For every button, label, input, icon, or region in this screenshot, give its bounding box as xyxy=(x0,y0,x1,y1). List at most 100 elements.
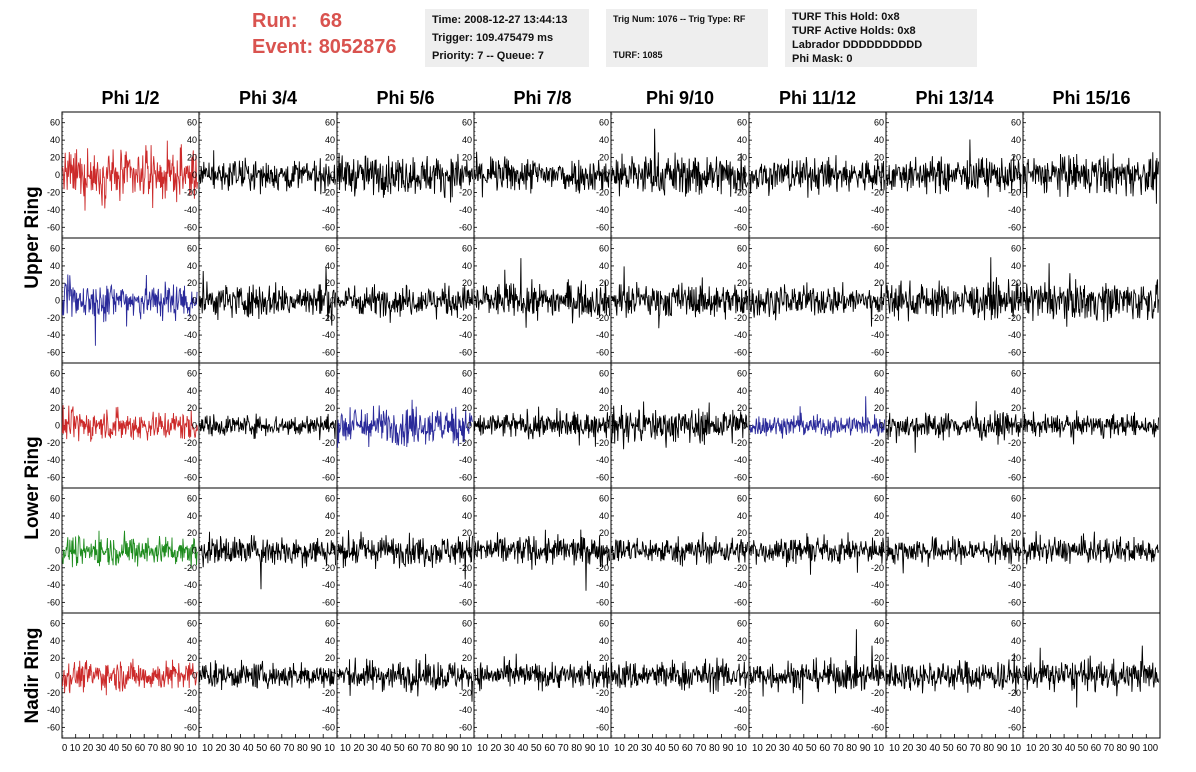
ytick-label: 20 xyxy=(737,278,747,288)
ytick-label: -20 xyxy=(596,187,609,197)
ytick-label: 40 xyxy=(187,261,197,271)
ytick-label: 40 xyxy=(187,135,197,145)
ytick-label: 60 xyxy=(599,244,609,254)
ytick-label: -60 xyxy=(47,597,60,607)
ytick-label: 0 xyxy=(192,170,197,180)
event-label: Event: xyxy=(252,36,314,58)
ytick-label: -20 xyxy=(322,313,335,323)
ytick-label: 40 xyxy=(325,386,335,396)
waveform-trace-r3-c3 xyxy=(337,399,473,448)
trig-num-text: Trig Num: 1076 -- Trig Type: RF xyxy=(613,14,746,24)
run-label: Run: xyxy=(252,10,298,32)
ytick-label: 0 xyxy=(879,170,884,180)
turf-this-hold-text: TURF This Hold: 0x8 xyxy=(792,11,900,23)
ytick-label: 20 xyxy=(874,278,884,288)
ytick-label: -40 xyxy=(322,455,335,465)
trigger-info-panel: Trig Num: 1076 -- Trig Type: RF TURF: 10… xyxy=(606,9,768,67)
ytick-label: 60 xyxy=(1011,244,1021,254)
ytick-label: 40 xyxy=(325,511,335,521)
ytick-label: -40 xyxy=(734,580,747,590)
ytick-label: 20 xyxy=(187,403,197,413)
ytick-label: 0 xyxy=(467,421,472,431)
ytick-label: -40 xyxy=(322,330,335,340)
ytick-label: 40 xyxy=(599,386,609,396)
ytick-label: 60 xyxy=(187,118,197,128)
ytick-label: 20 xyxy=(325,153,335,163)
waveform-trace-r3-c5 xyxy=(611,401,748,450)
ytick-label: -60 xyxy=(1008,472,1021,482)
waveform-trace-r4-c7 xyxy=(886,534,1022,574)
ytick-label: 60 xyxy=(325,494,335,504)
ytick-label: -20 xyxy=(459,313,472,323)
phi-mask-text: Phi Mask: 0 xyxy=(792,53,853,65)
ytick-label: 60 xyxy=(599,494,609,504)
ytick-label: 60 xyxy=(599,369,609,379)
ytick-label: -20 xyxy=(1008,688,1021,698)
ytick-label: 40 xyxy=(462,261,472,271)
waveform-trace-r4-c5 xyxy=(611,531,748,567)
ytick-label: -60 xyxy=(871,722,884,732)
ytick-label: 20 xyxy=(737,528,747,538)
ytick-label: 60 xyxy=(599,619,609,629)
ytick-label: 20 xyxy=(462,153,472,163)
ytick-label: -40 xyxy=(459,455,472,465)
ytick-label: -40 xyxy=(459,580,472,590)
ytick-label: 0 xyxy=(1016,421,1021,431)
ytick-label: -40 xyxy=(322,705,335,715)
ytick-label: -40 xyxy=(1008,455,1021,465)
waveform-trace-r5-c7 xyxy=(886,653,1022,695)
ytick-label: -40 xyxy=(871,205,884,215)
ytick-label: -20 xyxy=(734,438,747,448)
ytick-label: 0 xyxy=(330,421,335,431)
ytick-label: 40 xyxy=(462,511,472,521)
waveform-trace-r2-c1 xyxy=(62,274,198,346)
ytick-label: 20 xyxy=(1011,653,1021,663)
ytick-label: -40 xyxy=(871,580,884,590)
ytick-label: 20 xyxy=(50,528,60,538)
ytick-label: 0 xyxy=(1016,671,1021,681)
ytick-label: -20 xyxy=(734,563,747,573)
waveform-trace-r4-c6 xyxy=(749,532,885,575)
ytick-label: 40 xyxy=(325,636,335,646)
ytick-label: -20 xyxy=(322,438,335,448)
ytick-label: -20 xyxy=(184,187,197,197)
ytick-label: -40 xyxy=(47,455,60,465)
ytick-label: -40 xyxy=(322,205,335,215)
ytick-label: -60 xyxy=(1008,597,1021,607)
ytick-label: 60 xyxy=(50,494,60,504)
ytick-label: -60 xyxy=(596,222,609,232)
xtick-strip-5: 10 20 30 40 50 60 70 80 90 10 xyxy=(614,743,747,754)
ytick-label: -40 xyxy=(459,330,472,340)
ytick-label: 60 xyxy=(462,494,472,504)
ytick-label: 40 xyxy=(187,636,197,646)
waveform-trace-r2-c4 xyxy=(474,258,610,328)
column-label-6: Phi 11/12 xyxy=(779,88,856,108)
ytick-label: -60 xyxy=(871,347,884,357)
waveform-trace-r5-c8 xyxy=(1023,645,1159,708)
ytick-label: -40 xyxy=(1008,205,1021,215)
ytick-label: 60 xyxy=(50,118,60,128)
waveform-trace-r1-c1 xyxy=(62,140,198,211)
ytick-label: 60 xyxy=(187,619,197,629)
ytick-label: -40 xyxy=(596,705,609,715)
ytick-label: 40 xyxy=(462,636,472,646)
ytick-label: 40 xyxy=(737,261,747,271)
waveform-trace-r1-c3 xyxy=(337,152,473,203)
ytick-label: 0 xyxy=(1016,170,1021,180)
ytick-label: 40 xyxy=(462,135,472,145)
ytick-label: 60 xyxy=(50,244,60,254)
ytick-label: 0 xyxy=(742,421,747,431)
ytick-label: 60 xyxy=(1011,118,1021,128)
ytick-label: 40 xyxy=(737,511,747,521)
ytick-label: 60 xyxy=(325,244,335,254)
xtick-strip-8: 10 20 30 40 50 60 70 80 90 100 xyxy=(1026,743,1158,754)
ytick-label: 40 xyxy=(599,511,609,521)
ytick-label: -40 xyxy=(734,455,747,465)
ytick-label: -60 xyxy=(1008,722,1021,732)
waveform-trace-r3-c8 xyxy=(1023,410,1159,445)
ytick-label: -40 xyxy=(47,330,60,340)
ytick-label: -20 xyxy=(47,438,60,448)
ytick-label: -20 xyxy=(322,688,335,698)
ytick-label: -20 xyxy=(184,563,197,573)
xtick-strip-2: 10 20 30 40 50 60 70 80 90 10 xyxy=(202,743,335,754)
